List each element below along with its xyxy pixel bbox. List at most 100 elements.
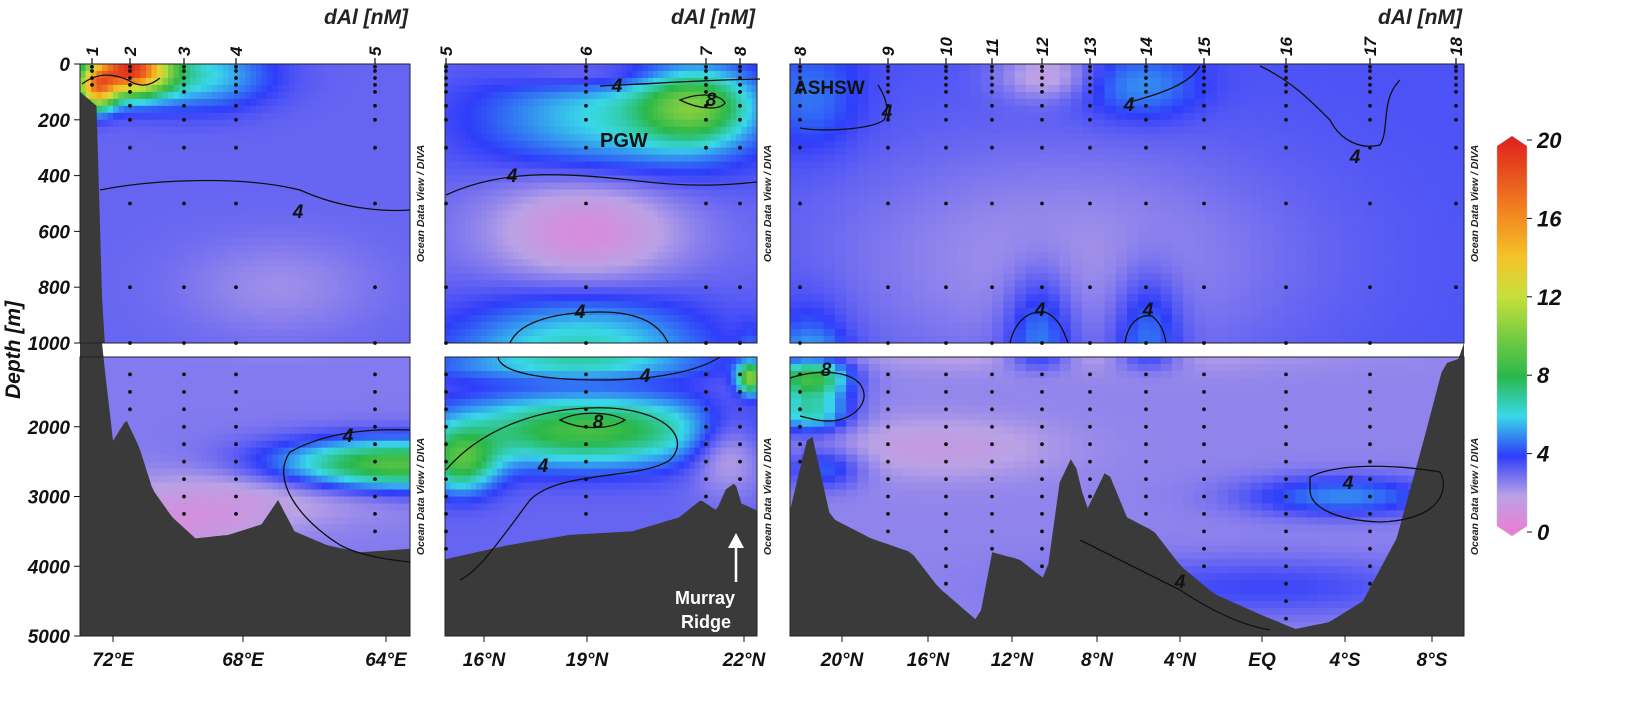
sample-point	[373, 442, 377, 446]
sample-point	[1144, 83, 1148, 87]
x-tick-label: 16°N	[907, 650, 951, 671]
sample-point	[1368, 460, 1372, 464]
x-tick-label: 19°N	[566, 650, 610, 671]
sample-point	[1284, 390, 1288, 394]
sample-point	[1088, 90, 1092, 94]
sample-point	[1202, 146, 1206, 150]
sample-point	[990, 425, 994, 429]
sample-point	[584, 202, 588, 206]
contour-label: 8	[821, 360, 832, 381]
x-tick-label: 22°N	[722, 650, 767, 671]
sample-point	[1144, 425, 1148, 429]
sample-point	[1088, 104, 1092, 108]
sample-point	[1368, 118, 1372, 122]
sample-point	[373, 530, 377, 534]
sample-point	[1368, 341, 1372, 345]
sample-point	[1202, 65, 1206, 69]
contour-label: 4	[1123, 95, 1135, 116]
station-label: 6	[577, 46, 596, 56]
sample-point	[234, 407, 238, 411]
sample-point	[1454, 83, 1458, 87]
sample-point	[373, 512, 377, 516]
sample-point	[373, 425, 377, 429]
sample-point	[798, 407, 802, 411]
sample-point	[1202, 69, 1206, 73]
sample-point	[182, 390, 186, 394]
sample-point	[90, 69, 94, 73]
contour-label: 4	[1349, 147, 1361, 168]
y-tick-label: 1000	[28, 334, 71, 355]
sample-point	[1040, 512, 1044, 516]
contour-label: 4	[1342, 473, 1354, 494]
sample-point	[704, 69, 708, 73]
sample-point	[944, 104, 948, 108]
sample-point	[182, 442, 186, 446]
sample-point	[1368, 530, 1372, 534]
sample-point	[1040, 425, 1044, 429]
sample-point	[234, 146, 238, 150]
sample-point	[738, 373, 742, 377]
colorbar-tick-label: 12	[1537, 285, 1562, 310]
sample-point	[234, 512, 238, 516]
sample-point	[990, 76, 994, 80]
sample-point	[944, 442, 948, 446]
sample-point	[1454, 90, 1458, 94]
sample-point	[584, 90, 588, 94]
sample-point	[1368, 407, 1372, 411]
sample-point	[1040, 530, 1044, 534]
sample-point	[1040, 90, 1044, 94]
sample-point	[128, 104, 132, 108]
odv-watermark: Ocean Data View / DIVA	[415, 145, 427, 262]
sample-point	[234, 390, 238, 394]
sample-point	[444, 76, 448, 80]
sample-point	[1454, 118, 1458, 122]
sample-point	[738, 407, 742, 411]
sample-point	[1202, 460, 1206, 464]
sample-point	[234, 442, 238, 446]
sample-point	[1284, 477, 1288, 481]
station-label: 11	[983, 38, 1002, 56]
sample-point	[886, 390, 890, 394]
sample-point	[1040, 69, 1044, 73]
sample-point	[1088, 425, 1092, 429]
sample-point	[1088, 118, 1092, 122]
sample-point	[128, 65, 132, 69]
sample-point	[738, 118, 742, 122]
sample-point	[234, 425, 238, 429]
sample-point	[1088, 202, 1092, 206]
sample-point	[990, 407, 994, 411]
sample-point	[990, 442, 994, 446]
sample-point	[944, 83, 948, 87]
sample-point	[1088, 407, 1092, 411]
x-tick-label: 4°N	[1163, 650, 1197, 671]
sample-point	[738, 425, 742, 429]
sample-point	[1144, 146, 1148, 150]
sample-point	[704, 373, 708, 377]
sample-point	[990, 83, 994, 87]
sample-point	[128, 341, 132, 345]
y-tick-label: 200	[37, 111, 70, 132]
sample-point	[1040, 442, 1044, 446]
sample-point	[738, 202, 742, 206]
sample-point	[444, 202, 448, 206]
sample-point	[1144, 512, 1148, 516]
sample-point	[373, 390, 377, 394]
sample-point	[704, 390, 708, 394]
sample-point	[990, 495, 994, 499]
sample-point	[798, 118, 802, 122]
sample-point	[1368, 83, 1372, 87]
sample-point	[128, 69, 132, 73]
odv-watermark: Ocean Data View / DIVA	[762, 438, 774, 555]
sample-point	[128, 118, 132, 122]
contour-label: 4	[1174, 572, 1186, 593]
sample-point	[182, 495, 186, 499]
sample-point	[798, 425, 802, 429]
sample-point	[128, 76, 132, 80]
sample-point	[704, 83, 708, 87]
sample-point	[1368, 69, 1372, 73]
sample-point	[738, 146, 742, 150]
sample-point	[584, 477, 588, 481]
station-label: 17	[1361, 36, 1380, 56]
sample-point	[944, 202, 948, 206]
